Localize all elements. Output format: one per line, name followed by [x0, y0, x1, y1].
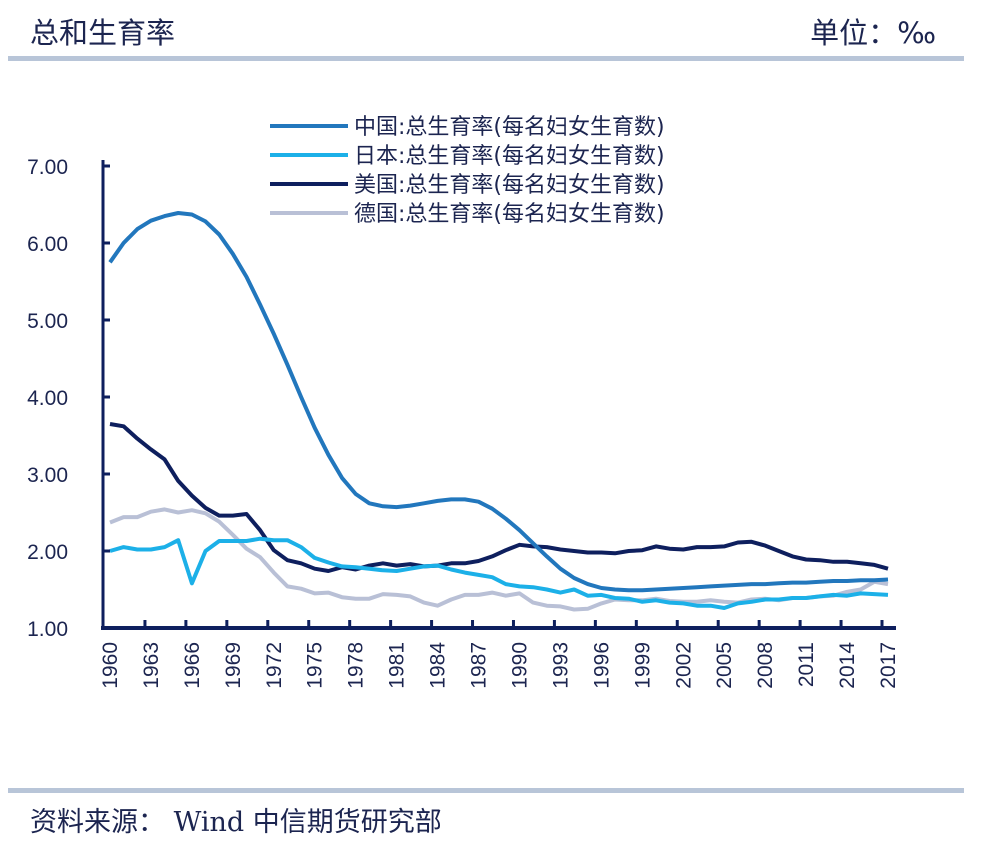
y-tick-label: 2.00: [27, 541, 68, 564]
x-tick-label: 1966: [181, 642, 204, 689]
x-tick-label: 1963: [140, 642, 163, 689]
series-line-3: [109, 507, 889, 612]
x-tick-label: 1984: [427, 642, 450, 689]
x-tick-label: 2014: [836, 642, 859, 689]
legend-item-0: 中国:总生育率(每名妇女生育数): [270, 115, 665, 140]
x-tick-label: 1978: [345, 642, 368, 689]
x-tick-label: 2011: [795, 642, 818, 687]
y-tick-label: 6.00: [27, 233, 68, 256]
x-tick-label: 2008: [754, 642, 777, 689]
footer-divider: [8, 788, 964, 793]
source-note: 资料来源： Wind 中信期货研究部: [30, 807, 442, 838]
series-line-0: [108, 211, 889, 593]
y-tick-label: 1.00: [27, 618, 68, 641]
header-divider: [8, 56, 964, 61]
legend-item-3: 德国:总生育率(每名妇女生育数): [270, 202, 665, 227]
x-tick-label: 1993: [549, 642, 572, 689]
x-tick-label: 2017: [877, 642, 900, 689]
legend-label: 德国:总生育率(每名妇女生育数): [354, 202, 665, 227]
legend-label: 美国:总生育率(每名妇女生育数): [354, 173, 665, 198]
series-line-2: [109, 422, 889, 573]
unit-label: 单位：‰: [810, 16, 936, 50]
x-tick-label: 1990: [508, 642, 531, 689]
legend-label: 日本:总生育率(每名妇女生育数): [354, 144, 665, 169]
x-tick-label: 1999: [631, 642, 654, 689]
x-tick-label: 2002: [672, 642, 695, 689]
legend-item-1: 日本:总生育率(每名妇女生育数): [270, 144, 665, 169]
series-line-1: [109, 536, 889, 610]
y-tick-label: 3.00: [27, 464, 68, 487]
y-tick-label: 4.00: [27, 387, 68, 410]
legend-item-2: 美国:总生育率(每名妇女生育数): [270, 173, 665, 198]
x-tick-label: 1975: [304, 642, 327, 689]
y-tick-label: 7.00: [27, 156, 68, 179]
legend-label: 中国:总生育率(每名妇女生育数): [354, 115, 665, 140]
x-tick-label: 1972: [263, 642, 286, 689]
x-tick-label: 1969: [222, 642, 245, 689]
chart-header-title: 总和生育率: [30, 16, 176, 50]
x-tick-label: 1996: [590, 642, 613, 689]
x-tick-label: 1981: [386, 642, 409, 689]
y-tick-label: 5.00: [27, 310, 68, 333]
x-tick-label: 2005: [713, 642, 736, 689]
x-tick-label: 1987: [468, 642, 491, 689]
x-tick-label: 1960: [99, 642, 122, 689]
